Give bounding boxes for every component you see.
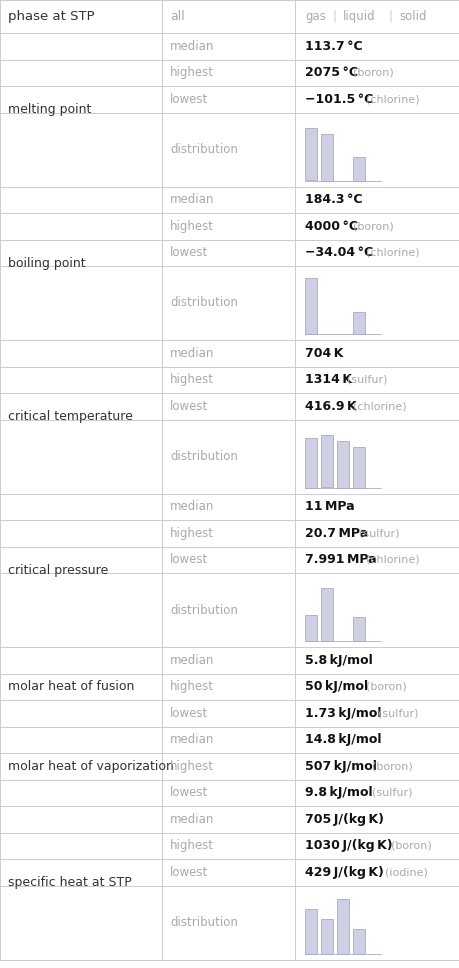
- Bar: [304, 615, 316, 641]
- Text: (sulfur): (sulfur): [371, 788, 412, 798]
- Text: 9.8 kJ/mol: 9.8 kJ/mol: [304, 786, 372, 800]
- Bar: [304, 278, 316, 334]
- Text: solid: solid: [398, 10, 425, 23]
- Text: distribution: distribution: [170, 916, 237, 929]
- Text: highest: highest: [170, 760, 213, 772]
- Text: −101.5 °C: −101.5 °C: [304, 93, 372, 106]
- Bar: [320, 435, 332, 488]
- Text: 429 J/(kg K): 429 J/(kg K): [304, 865, 383, 879]
- Text: 7.991 MPa: 7.991 MPa: [304, 554, 376, 566]
- Text: molar heat of vaporization: molar heat of vaporization: [8, 760, 174, 772]
- Text: (sulfur): (sulfur): [346, 375, 386, 384]
- Text: distribution: distribution: [170, 143, 237, 156]
- Text: melting point: melting point: [8, 104, 91, 116]
- Text: highest: highest: [170, 527, 213, 540]
- Text: 704 K: 704 K: [304, 347, 342, 360]
- Bar: [352, 313, 364, 334]
- Text: 11 MPa: 11 MPa: [304, 500, 354, 513]
- Bar: [352, 928, 364, 953]
- Text: gas: gas: [304, 10, 325, 23]
- Text: lowest: lowest: [170, 246, 208, 259]
- Text: 1.73 kJ/mol: 1.73 kJ/mol: [304, 707, 381, 720]
- Text: (chlorine): (chlorine): [353, 402, 406, 411]
- Text: (boron): (boron): [371, 761, 412, 771]
- Text: boiling point: boiling point: [8, 257, 85, 270]
- Text: 1030 J/(kg K): 1030 J/(kg K): [304, 839, 392, 852]
- Text: (boron): (boron): [353, 68, 393, 77]
- Text: distribution: distribution: [170, 450, 237, 463]
- Bar: [352, 447, 364, 488]
- Text: lowest: lowest: [170, 93, 208, 106]
- Bar: [304, 909, 316, 953]
- Text: highest: highest: [170, 839, 213, 852]
- Text: molar heat of fusion: molar heat of fusion: [8, 681, 134, 693]
- Text: 50 kJ/mol: 50 kJ/mol: [304, 681, 367, 693]
- Bar: [352, 618, 364, 641]
- Bar: [336, 441, 348, 488]
- Bar: [336, 899, 348, 953]
- Text: (boron): (boron): [390, 841, 431, 851]
- Text: 705 J/(kg K): 705 J/(kg K): [304, 813, 383, 826]
- Bar: [304, 438, 316, 488]
- Text: 1314 K: 1314 K: [304, 374, 351, 386]
- Text: 184.3 °C: 184.3 °C: [304, 194, 362, 206]
- Text: specific heat at STP: specific heat at STP: [8, 876, 131, 890]
- Bar: [320, 920, 332, 953]
- Text: lowest: lowest: [170, 865, 208, 879]
- Text: (chlorine): (chlorine): [365, 94, 419, 105]
- Text: (sulfur): (sulfur): [358, 529, 399, 538]
- Text: (iodine): (iodine): [384, 867, 426, 877]
- Text: |: |: [388, 10, 392, 23]
- Text: lowest: lowest: [170, 400, 208, 412]
- Text: highest: highest: [170, 220, 213, 232]
- Text: (chlorine): (chlorine): [365, 555, 419, 564]
- Text: lowest: lowest: [170, 786, 208, 800]
- Text: median: median: [170, 500, 214, 513]
- Text: median: median: [170, 813, 214, 826]
- Text: highest: highest: [170, 681, 213, 693]
- Text: 14.8 kJ/mol: 14.8 kJ/mol: [304, 733, 381, 746]
- Text: highest: highest: [170, 66, 213, 79]
- Text: median: median: [170, 194, 214, 206]
- Text: lowest: lowest: [170, 554, 208, 566]
- Text: distribution: distribution: [170, 603, 237, 617]
- Text: median: median: [170, 733, 214, 746]
- Text: phase at STP: phase at STP: [8, 10, 95, 23]
- Text: |: |: [332, 10, 336, 23]
- Bar: [320, 134, 332, 180]
- Text: 113.7 °C: 113.7 °C: [304, 40, 362, 52]
- Text: 416.9 K: 416.9 K: [304, 400, 356, 412]
- Text: all: all: [170, 10, 185, 23]
- Text: distribution: distribution: [170, 296, 237, 310]
- Text: (boron): (boron): [353, 222, 393, 231]
- Text: 2075 °C: 2075 °C: [304, 66, 357, 79]
- Text: −34.04 °C: −34.04 °C: [304, 246, 372, 259]
- Text: critical temperature: critical temperature: [8, 410, 133, 423]
- Text: 4000 °C: 4000 °C: [304, 220, 357, 232]
- Text: 507 kJ/mol: 507 kJ/mol: [304, 760, 376, 772]
- Text: liquid: liquid: [342, 10, 375, 23]
- Text: 20.7 MPa: 20.7 MPa: [304, 527, 367, 540]
- Text: median: median: [170, 40, 214, 52]
- Text: lowest: lowest: [170, 707, 208, 720]
- Bar: [352, 157, 364, 180]
- Bar: [304, 128, 316, 180]
- Text: (chlorine): (chlorine): [365, 248, 419, 257]
- Text: (sulfur): (sulfur): [377, 709, 418, 718]
- Text: 5.8 kJ/mol: 5.8 kJ/mol: [304, 653, 372, 667]
- Text: median: median: [170, 347, 214, 360]
- Text: critical pressure: critical pressure: [8, 563, 108, 577]
- Bar: [320, 589, 332, 641]
- Text: median: median: [170, 653, 214, 667]
- Text: (boron): (boron): [365, 681, 406, 692]
- Text: highest: highest: [170, 374, 213, 386]
